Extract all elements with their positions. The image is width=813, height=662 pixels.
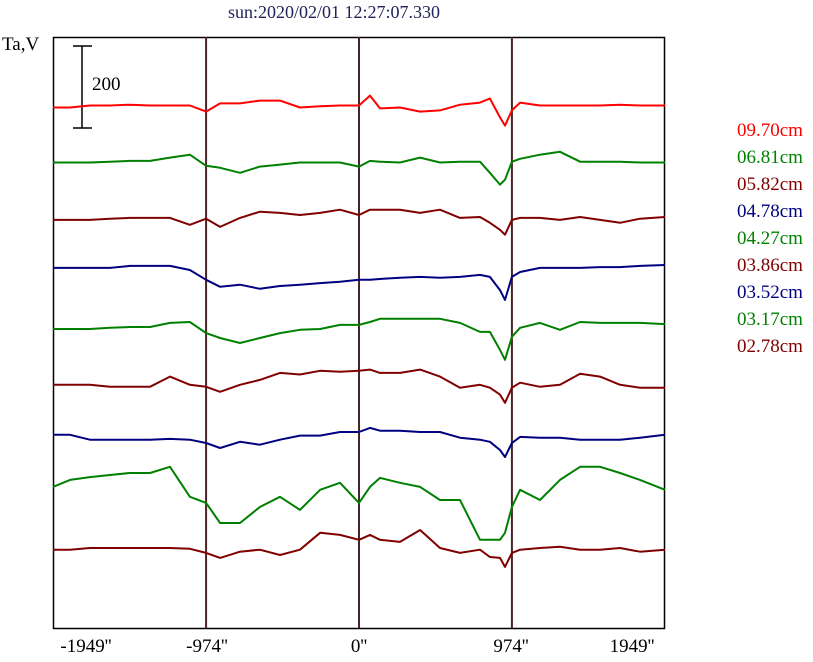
series-line-06-81cm xyxy=(53,150,665,186)
x-tick-label: -974'' xyxy=(186,636,228,657)
chart-title: sun:2020/02/01 12:27:07.330 xyxy=(228,2,441,22)
series-line-02-78cm xyxy=(53,529,666,568)
x-tick-label: 0'' xyxy=(350,636,368,657)
series-line-04-78cm xyxy=(53,264,666,301)
legend-entry: 09.70cm xyxy=(737,120,803,141)
legend-entry: 05.82cm xyxy=(737,174,803,195)
legend: 09.70cm 06.81cm 05.82cm 04.78cm 04.27cm … xyxy=(737,117,803,360)
series-line-05-82cm xyxy=(53,208,666,236)
legend-entry: 04.78cm xyxy=(737,201,803,222)
y-axis-label: Ta,V xyxy=(2,34,40,55)
series-line-03-52cm xyxy=(53,426,666,458)
x-tick-label: -1949'' xyxy=(60,636,112,657)
series-line-04-27cm xyxy=(53,317,666,361)
x-tick-label: 974'' xyxy=(493,636,529,657)
legend-entry: 06.81cm xyxy=(737,147,803,168)
legend-entry: 02.78cm xyxy=(737,336,803,357)
x-tick-label: 1949'' xyxy=(609,636,655,657)
legend-entry: 04.27cm xyxy=(737,228,803,249)
legend-entry: 03.17cm xyxy=(737,309,803,330)
series-line-03-17cm xyxy=(52,465,666,541)
legend-entry: 03.52cm xyxy=(737,282,803,303)
series-line-09-70cm xyxy=(53,94,665,127)
scale-bar-label: 200 xyxy=(92,74,121,95)
legend-entry: 03.86cm xyxy=(737,255,803,276)
series-line-03-86cm xyxy=(53,368,665,404)
